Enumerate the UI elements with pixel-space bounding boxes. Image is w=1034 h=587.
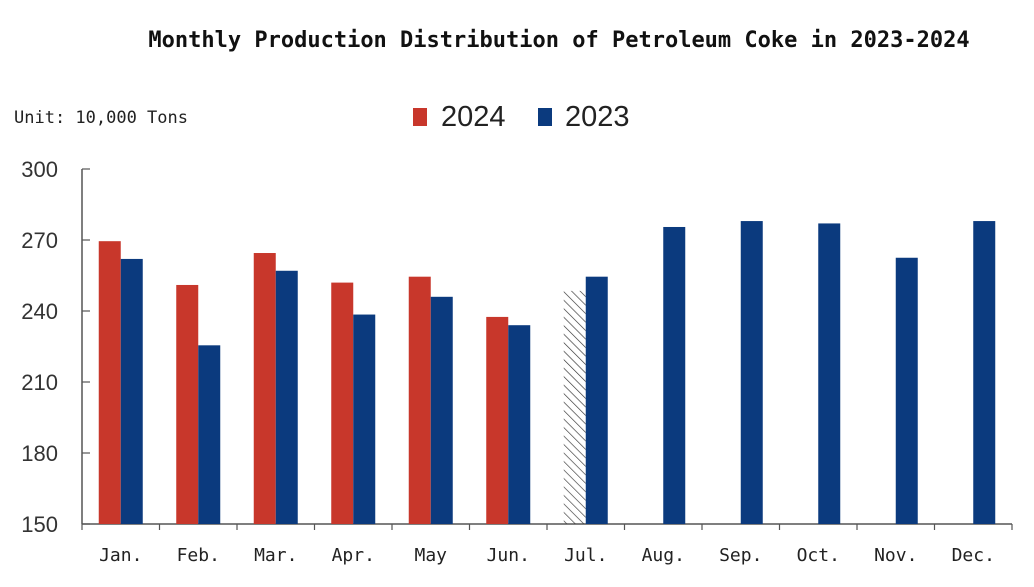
bar-2024-jun [486,316,509,524]
bar-2023-feb [198,345,221,524]
x-tick-label: Jan. [99,545,142,566]
bar-2023-oct [818,223,841,524]
x-tick-label: Feb. [177,545,220,566]
plot-area: 150 180 210 240 270 300 Jan. Feb. Mar. Apr. May Jun… [21,157,1013,566]
bar-2023-mar [275,270,298,524]
bar-2023-dec [973,221,996,525]
y-tick-label: 270 [21,228,58,253]
bar-2023-nov [895,257,918,524]
bar-2023-sep [740,221,763,525]
y-tick-label: 300 [21,157,58,182]
bar-2023-jul [585,276,608,524]
bar-2023-aug [663,226,686,524]
y-tick-label: 210 [21,370,58,395]
unit-label: Unit: 10,000 Tons [14,108,188,128]
legend-label-2024: 2024 [441,101,506,133]
x-tick-label: Nov. [874,545,917,566]
x-tick-label: May [414,545,447,566]
bar-2023-jun [508,325,531,524]
y-tick-label: 150 [21,512,58,537]
x-tick-label: Aug. [642,545,685,566]
bar-2024-mar [253,253,276,524]
bar-2023-jan [120,258,143,524]
bar-2023-may [430,296,453,524]
x-tick-label: Mar. [254,545,297,566]
x-tick-label: Apr. [332,545,375,566]
bar-2024-apr [331,282,354,524]
x-tick-label: Sep. [719,545,762,566]
chart-title: Monthly Production Distribution of Petro… [148,28,969,53]
y-tick-label: 240 [21,299,58,324]
x-tick-label: Oct. [797,545,840,566]
legend: 2024 2023 [413,101,630,133]
bar-2024-feb [176,284,199,524]
x-tick-label: Jun. [487,545,530,566]
bar-2024-jul-estimate [563,290,586,524]
bar-2023-apr [353,314,376,524]
bar-2024-may [408,276,431,524]
bar-2024-jan [98,241,121,524]
legend-swatch-2024 [413,108,427,126]
y-tick-label: 180 [21,441,58,466]
legend-swatch-2023 [538,108,552,126]
x-tick-label: Dec. [952,545,995,566]
x-tick-label: Jul. [564,545,607,566]
legend-label-2023: 2023 [565,101,630,133]
